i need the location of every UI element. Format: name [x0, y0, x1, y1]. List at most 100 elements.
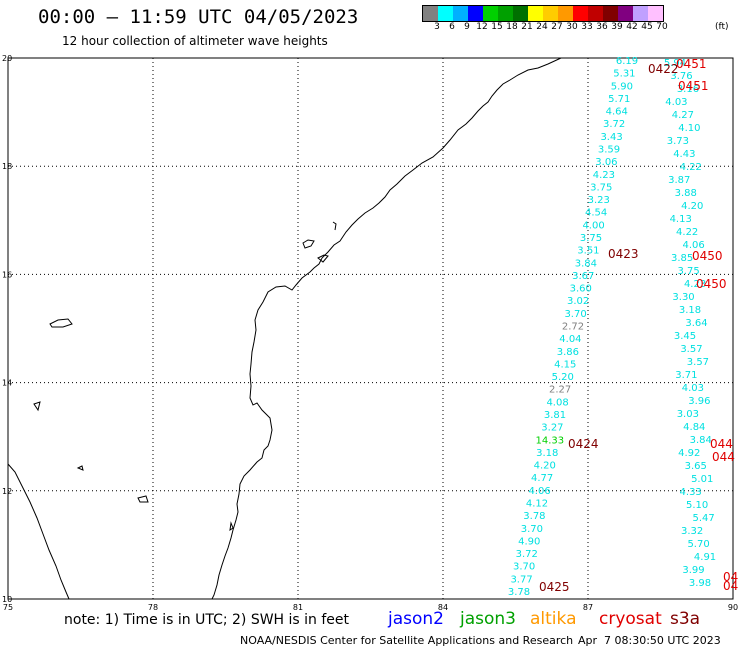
- island-small-2: [302, 239, 315, 249]
- legend-label: 12: [476, 22, 488, 32]
- legend-swatch: [588, 6, 603, 21]
- pass-time-label: 0451: [678, 79, 709, 93]
- wave-height-label: 3.76: [670, 71, 692, 82]
- wave-height-label: 2.72: [562, 322, 584, 333]
- wave-height-label: 5.94: [664, 58, 686, 69]
- lat-label: 18: [2, 162, 12, 171]
- wave-height-label: 4.08: [546, 397, 568, 408]
- wave-height-label: 3.43: [600, 132, 622, 143]
- footer-note: note: 1) Time is in UTC; 2) SWH is in fe…: [64, 612, 350, 628]
- legend-swatch: [513, 6, 528, 21]
- wave-height-label: 3.18: [536, 448, 558, 459]
- wave-height-label: 4.03: [665, 97, 687, 108]
- wave-height-label: 4.92: [678, 448, 700, 459]
- island-sri-3: [137, 495, 149, 503]
- legend-label: 36: [596, 22, 608, 32]
- wave-height-label: 4.22: [676, 227, 698, 238]
- wave-height-label: 3.23: [588, 195, 610, 206]
- wave-height-label: 3.70: [564, 309, 586, 320]
- legend-label: 42: [626, 22, 638, 32]
- wave-height-label: 3.70: [513, 562, 535, 573]
- island-sri-4: [229, 521, 234, 532]
- wave-height-label: 5.90: [611, 81, 633, 92]
- wave-height-label: 3.06: [595, 157, 617, 168]
- satellite-jason3: jason3: [460, 609, 516, 629]
- footer-timestamp: Apr 7 08:30:50 UTC 2023: [578, 634, 721, 647]
- lat-label: 16: [2, 270, 12, 279]
- altimeter-tracks: 6.195.315.905.714.643.723.433.593.064.23…: [508, 56, 716, 598]
- wave-height-label: 5.20: [552, 372, 574, 383]
- legend-unit: (ft): [715, 22, 729, 32]
- legend-swatch: [423, 6, 438, 21]
- wave-height-label: 4.00: [582, 220, 604, 231]
- wave-height-label: 4.03: [682, 383, 704, 394]
- wave-height-label: 4.23: [593, 170, 615, 181]
- wave-height-label: 3.78: [523, 511, 545, 522]
- wave-height-label: 4.84: [683, 422, 705, 433]
- wave-height-label: 4.64: [606, 107, 628, 118]
- wave-height-label: 5.70: [687, 539, 709, 550]
- color-legend: [422, 5, 664, 22]
- legend-label: 33: [581, 22, 593, 32]
- legend-swatch: [468, 6, 483, 21]
- lat-label: 10: [2, 595, 12, 604]
- legend-swatch: [648, 6, 663, 21]
- lon-label: 81: [293, 603, 303, 612]
- wave-height-label: 5.31: [613, 69, 635, 80]
- island-andaman: [49, 318, 73, 328]
- wave-height-label: 3.60: [570, 284, 592, 295]
- wave-height-label: 3.84: [690, 435, 712, 446]
- legend-label: 45: [641, 22, 653, 32]
- legend-swatch: [543, 6, 558, 21]
- wave-height-label: 4.22: [680, 162, 702, 173]
- page-title: 00:00 – 11:59 UTC 04/05/2023: [38, 6, 359, 28]
- wave-height-label: 3.87: [668, 175, 690, 186]
- lon-label: 90: [728, 603, 738, 612]
- legend-swatch: [558, 6, 573, 21]
- pass-time-label: 0451: [676, 57, 707, 71]
- coastline-mainland: [211, 57, 562, 600]
- lon-label: 78: [148, 603, 158, 612]
- footer-credit: NOAA/NESDIS Center for Satellite Applica…: [240, 634, 574, 647]
- legend-swatch: [603, 6, 618, 21]
- wave-height-label: 4.90: [518, 536, 540, 547]
- lat-label: 14: [2, 379, 12, 388]
- satellite-altika: altika: [530, 609, 577, 629]
- wave-height-label: 3.32: [681, 526, 703, 537]
- wave-height-label: 3.51: [577, 246, 599, 257]
- wave-height-label: 4.33: [680, 487, 702, 498]
- wave-height-label: 14.33: [536, 435, 565, 446]
- wave-height-label: 6.19: [616, 56, 638, 67]
- legend-swatch: [498, 6, 513, 21]
- wave-height-label: 3.70: [521, 524, 543, 535]
- wave-height-label: 3.88: [675, 188, 697, 199]
- pass-time-label: 044: [710, 437, 733, 451]
- pass-time-label: 044: [712, 450, 735, 464]
- wave-height-label: 3.99: [682, 565, 704, 576]
- wave-height-label: 3.57: [680, 344, 702, 355]
- legend-swatch: [573, 6, 588, 21]
- wave-height-label: 4.13: [670, 214, 692, 225]
- pass-time-label: 04: [723, 570, 738, 584]
- legend-swatch: [483, 6, 498, 21]
- pass-time-label: 0424: [568, 437, 599, 451]
- wave-height-label: 3.16: [677, 84, 699, 95]
- wave-height-label: 4.91: [694, 552, 716, 563]
- wave-height-label: 3.59: [598, 145, 620, 156]
- wave-height-label: 4.27: [672, 110, 694, 121]
- legend-label: 21: [521, 22, 533, 32]
- lat-label: 12: [2, 487, 12, 496]
- wave-height-label: 4.20: [681, 201, 703, 212]
- island-small-3: [317, 254, 329, 263]
- wave-height-label: 5.01: [691, 474, 713, 485]
- wave-height-label: 3.73: [667, 136, 689, 147]
- legend-label: 70: [656, 22, 668, 32]
- legend-label: 27: [551, 22, 563, 32]
- wave-height-label: 3.96: [688, 396, 710, 407]
- wave-height-label: 4.77: [531, 473, 553, 484]
- legend-label: 9: [464, 22, 470, 32]
- wave-height-label: 3.64: [685, 318, 707, 329]
- lon-label: 75: [3, 603, 13, 612]
- wave-height-label: 3.18: [679, 305, 701, 316]
